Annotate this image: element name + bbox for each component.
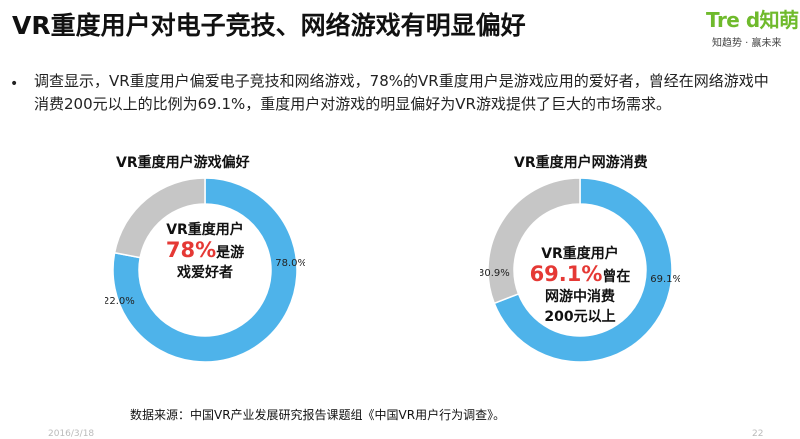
- center-percentage: 78%: [165, 238, 217, 262]
- donut-slice: [112, 177, 298, 363]
- donut-slice: [113, 177, 206, 259]
- donut-slice: [487, 177, 581, 305]
- center-line-4: 200元以上: [544, 309, 616, 325]
- donut-chart-game-spend: 69.1% 30.9%: [480, 177, 680, 363]
- page-title: VR重度用户对电子竞技、网络游戏有明显偏好: [12, 11, 526, 40]
- center-line-3: 戏爱好者: [177, 265, 233, 281]
- brand-logo: Tre d知萌 知趋势 · 赢未来: [706, 4, 799, 52]
- summary-text: 调查显示，VR重度用户偏爱电子竞技和网络游戏，78%的VR重度用户是游戏应用的爱…: [34, 72, 769, 113]
- center-line-1: VR重度用户: [166, 222, 244, 238]
- donut-chart-game-pref: 78.0% 22.0%: [105, 177, 305, 363]
- slice-label: 30.9%: [480, 268, 510, 279]
- center-line-2-suffix: 曾在: [602, 269, 631, 285]
- center-line-2-suffix: 是游: [216, 245, 245, 261]
- logo-tagline: 知趋势 · 赢未来: [712, 38, 782, 49]
- bullet-dot: •: [10, 76, 19, 92]
- chart-title-game-pref: VR重度用户游戏偏好: [116, 155, 250, 171]
- donut-slice: [493, 177, 673, 363]
- logo-mark: Tre d知萌: [706, 8, 799, 32]
- data-source-note: 数据来源：中国VR产业发展研究报告课题组《中国VR用户行为调查》。: [130, 408, 506, 422]
- center-line-1: VR重度用户: [541, 246, 619, 262]
- center-line-3: 网游中消费: [545, 289, 615, 305]
- chart-title-game-spend: VR重度用户网游消费: [514, 155, 648, 171]
- donut-center-game-spend: VR重度用户 69.1%曾在 网游中消费 200元以上: [525, 244, 635, 327]
- slice-label: 22.0%: [105, 296, 135, 307]
- donut-center-game-pref: VR重度用户 78%是游 戏爱好者: [150, 220, 260, 283]
- slice-label: 78.0%: [275, 258, 305, 269]
- page-number: 22: [752, 429, 764, 439]
- slice-label: 69.1%: [650, 274, 680, 285]
- center-percentage: 69.1%: [529, 262, 603, 286]
- footer-date: 2016/3/18: [48, 429, 95, 439]
